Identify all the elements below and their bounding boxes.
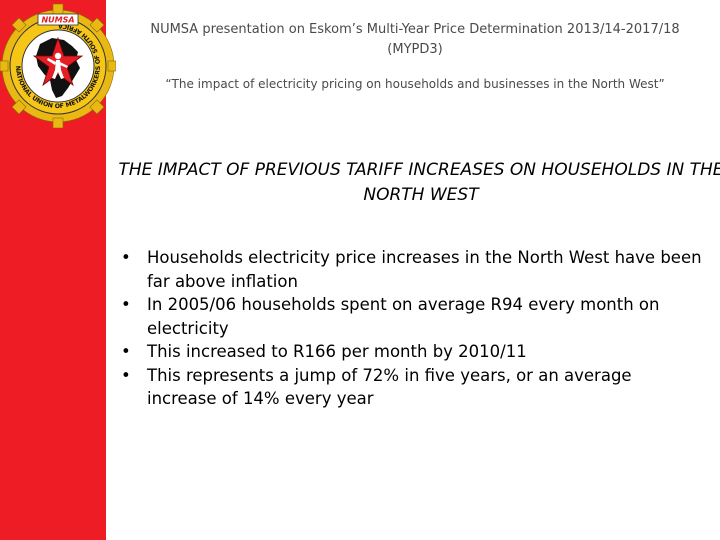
numsa-logo: NATIONAL UNION OF METALWORKERS OF SOUTH …: [0, 3, 116, 128]
svg-text:NUMSA: NUMSA: [41, 16, 74, 25]
bullet-text: Households electricity price increases i…: [147, 248, 702, 291]
bullet-list: • Households electricity price increases…: [116, 246, 702, 411]
bullet-item: • This represents a jump of 72% in five …: [116, 364, 702, 411]
presentation-header: NUMSA presentation on Eskom’s Multi-Year…: [120, 20, 710, 60]
bullet-marker: •: [121, 365, 131, 385]
bullet-text: In 2005/06 households spent on average R…: [147, 295, 660, 338]
header-line-2: (MYPD3): [387, 42, 443, 57]
bullet-marker: •: [121, 248, 131, 267]
bullet-text: This represents a jump of 72% in five ye…: [147, 365, 632, 409]
bullet-marker: •: [121, 342, 131, 361]
header-line-1: NUMSA presentation on Eskom’s Multi-Year…: [150, 22, 680, 37]
bullet-item: • In 2005/06 households spent on average…: [116, 293, 702, 340]
bullet-text: This increased to R166 per month by 2010…: [147, 342, 527, 361]
bullet-item: • This increased to R166 per month by 20…: [116, 340, 702, 364]
presentation-subtitle: “The impact of electricity pricing on ho…: [165, 77, 665, 91]
bullet-item: • Households electricity price increases…: [116, 246, 702, 293]
bullet-marker: •: [121, 295, 131, 314]
slide-title: THE IMPACT OF PREVIOUS TARIFF INCREASES …: [118, 160, 720, 205]
